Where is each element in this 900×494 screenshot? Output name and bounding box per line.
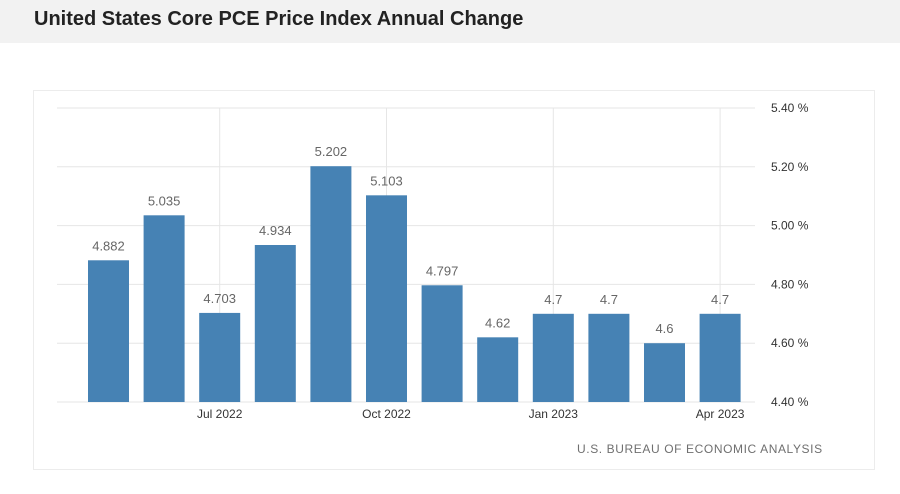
y-tick-label: 4.40 %	[771, 395, 809, 409]
bar[interactable]	[588, 313, 630, 402]
bar-value-label: 4.882	[92, 238, 125, 253]
y-tick-label: 4.80 %	[771, 277, 809, 291]
bar[interactable]	[532, 313, 574, 402]
bar-value-label: 5.202	[315, 144, 348, 159]
bar[interactable]	[421, 285, 463, 402]
bar-value-label: 4.7	[600, 292, 618, 307]
bar[interactable]	[310, 166, 352, 402]
y-tick-label: 5.20 %	[771, 160, 809, 174]
bar[interactable]	[366, 195, 407, 402]
source-label: U.S. BUREAU OF ECONOMIC ANALYSIS	[577, 442, 823, 456]
bar[interactable]	[199, 312, 241, 402]
bar[interactable]	[477, 337, 519, 402]
y-tick-label: 5.00 %	[771, 219, 809, 233]
bar-value-label: 5.103	[370, 173, 403, 188]
y-tick-label: 4.60 %	[771, 336, 809, 350]
chart-title: United States Core PCE Price Index Annua…	[34, 8, 524, 30]
bar-value-label: 4.934	[259, 223, 292, 238]
bar[interactable]	[143, 215, 185, 402]
bar-value-label: 5.035	[148, 193, 181, 208]
x-tick-label: Jul 2022	[197, 407, 243, 421]
x-tick-label: Oct 2022	[362, 407, 411, 421]
bar[interactable]	[88, 260, 129, 402]
title-bar: United States Core PCE Price Index Annua…	[0, 0, 900, 43]
x-tick-label: Jan 2023	[529, 407, 579, 421]
bar[interactable]	[644, 343, 685, 402]
bar[interactable]	[699, 313, 741, 402]
x-tick-label: Apr 2023	[696, 407, 745, 421]
bar-value-label: 4.62	[485, 315, 510, 330]
bar-value-label: 4.797	[426, 263, 459, 278]
bar-value-label: 4.7	[544, 292, 562, 307]
bar[interactable]	[254, 245, 296, 402]
bar-value-label: 4.703	[203, 291, 236, 306]
bar-value-label: 4.6	[655, 321, 673, 336]
y-tick-label: 5.40 %	[771, 101, 809, 115]
bar-value-label: 4.7	[711, 292, 729, 307]
